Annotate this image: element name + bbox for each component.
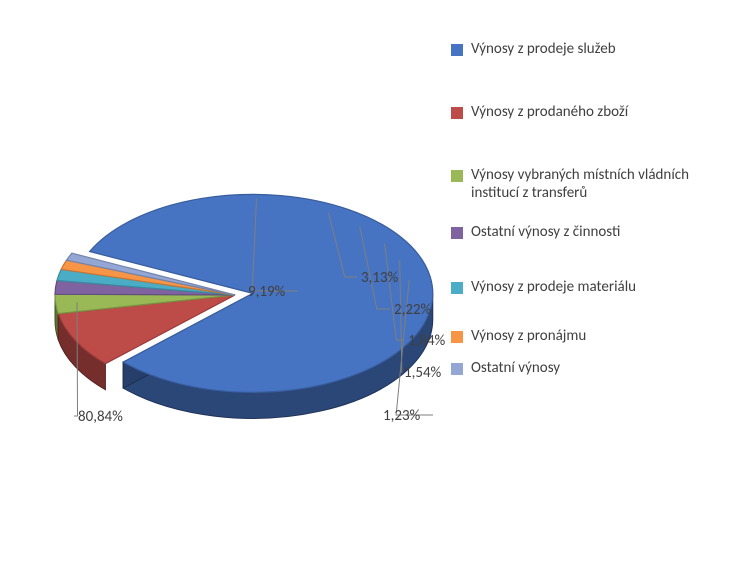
legend-label: Výnosy z prodaného zboží [471, 103, 711, 122]
legend-swatch [451, 170, 463, 182]
legend-item: Výnosy z pronájmu [451, 327, 711, 346]
data-label: 1,84% [408, 332, 445, 350]
legend-label: Výnosy z pronájmu [471, 327, 711, 346]
data-label: 3,13% [361, 269, 398, 287]
legend: Výnosy z prodeje služeb Výnosy z prodanéh… [451, 40, 711, 402]
data-label: 1,54% [404, 364, 441, 382]
legend-item: Ostatní výnosy [451, 359, 711, 378]
legend-swatch [451, 44, 463, 56]
legend-item: Výnosy z prodeje služeb [451, 40, 711, 59]
pie-svg [20, 120, 460, 540]
legend-item: Výnosy z prodaného zboží [451, 103, 711, 122]
pie-chart: 80,84% 9,19% 3,13% 2,22% 1,84% 1,54% 1,23% Výn… [0, 0, 751, 569]
legend-label: Ostatní výnosy [471, 359, 711, 378]
data-label: 1,23% [383, 407, 420, 425]
legend-swatch [451, 227, 463, 239]
legend-item: Výnosy z prodeje materiálu [451, 278, 711, 297]
legend-label: Výnosy vybraných místních vládních insti… [471, 166, 711, 204]
data-label: 80,84% [78, 408, 123, 426]
legend-label: Výnosy z prodeje služeb [471, 40, 711, 59]
data-label: 9,19% [248, 283, 285, 301]
legend-swatch [451, 282, 463, 294]
data-label: 2,22% [394, 301, 431, 319]
legend-label: Ostatní výnosy z činnosti [471, 223, 711, 242]
legend-label: Výnosy z prodeje materiálu [471, 278, 711, 297]
legend-swatch [451, 107, 463, 119]
legend-item: Ostatní výnosy z činnosti [451, 223, 711, 242]
legend-swatch [451, 331, 463, 343]
legend-swatch [451, 363, 463, 375]
legend-item: Výnosy vybraných místních vládních insti… [451, 166, 711, 204]
